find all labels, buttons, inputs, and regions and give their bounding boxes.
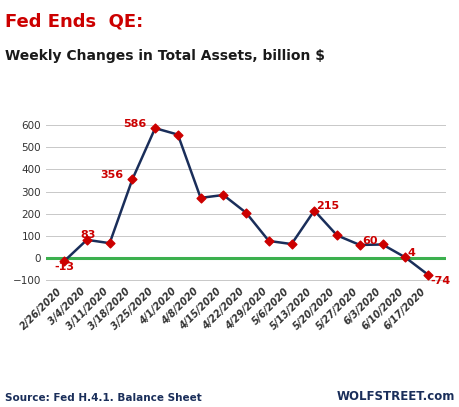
- Point: [174, 131, 181, 138]
- Text: 356: 356: [100, 170, 123, 180]
- Point: [242, 210, 249, 216]
- Text: 215: 215: [316, 201, 339, 211]
- Text: 586: 586: [123, 119, 146, 129]
- Point: [219, 192, 227, 198]
- Text: -13: -13: [54, 263, 74, 272]
- Point: [310, 207, 317, 214]
- Text: 83: 83: [80, 230, 95, 240]
- Point: [196, 195, 204, 201]
- Point: [106, 240, 113, 246]
- Text: Weekly Changes in Total Assets, billion $: Weekly Changes in Total Assets, billion …: [5, 49, 324, 63]
- Text: 60: 60: [361, 236, 377, 245]
- Point: [264, 238, 272, 244]
- Point: [378, 241, 386, 248]
- Point: [129, 176, 136, 182]
- Point: [61, 258, 68, 265]
- Text: -74: -74: [429, 276, 449, 286]
- Point: [401, 254, 408, 260]
- Text: Source: Fed H.4.1. Balance Sheet: Source: Fed H.4.1. Balance Sheet: [5, 393, 201, 403]
- Point: [151, 125, 158, 131]
- Point: [355, 242, 363, 248]
- Point: [83, 236, 90, 243]
- Text: WOLFSTREET.com: WOLFSTREET.com: [336, 390, 454, 403]
- Text: 4: 4: [407, 248, 414, 258]
- Point: [333, 232, 340, 239]
- Text: Fed Ends  QE:: Fed Ends QE:: [5, 12, 143, 30]
- Point: [287, 241, 295, 247]
- Point: [423, 271, 431, 278]
